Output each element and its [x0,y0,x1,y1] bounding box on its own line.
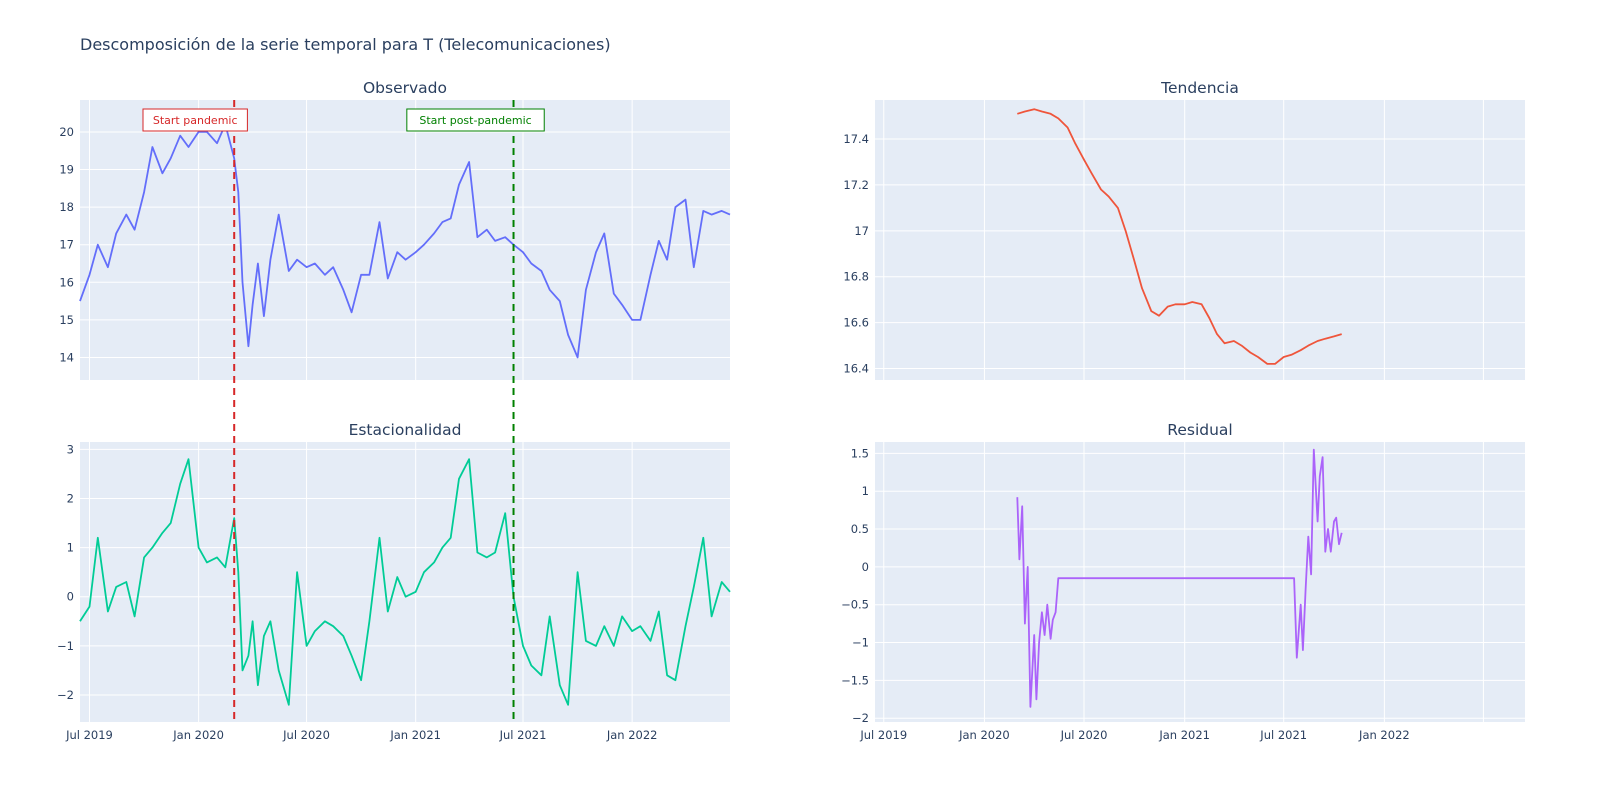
residual-ytick-label: −0.5 [841,598,869,612]
pandemic-annotation-box [142,108,248,132]
seasonal-series-line[interactable] [79,458,731,706]
observed-series-line[interactable] [79,123,731,359]
pandemic-annotation-label: Start pandemic [153,114,238,127]
seasonal-yticks: −2 −1 0 1 2 3 [57,442,74,702]
trend-panel: 16.4 16.6 16.8 17 17.2 17.4 Tendencia [843,79,1525,380]
seasonal-panel: −2 −1 0 1 2 3 Jul 2019 Jan 2020 Jul 2020 Jan 202… [57,421,731,742]
observed-ytick-label: 15 [59,313,74,327]
pandemic-annotation[interactable]: Start pandemic [142,108,248,132]
seasonal-xtick-label: Jul 2020 [282,728,330,742]
seasonal-xtick-label: Jul 2021 [499,728,547,742]
seasonal-ytick-label: 2 [67,491,74,505]
post-pandemic-annotation[interactable]: Start post-pandemic [406,108,545,132]
seasonal-ytick-label: −2 [57,688,74,702]
observed-ytick-label: 17 [59,238,74,252]
seasonal-subtitle: Estacionalidad [349,421,462,439]
residual-xticks: Jul 2019 Jan 2020 Jul 2020 Jan 2021 Jul 2021… [859,728,1409,742]
seasonal-xtick-label: Jan 2021 [389,728,441,742]
residual-yticks: −2 −1.5 −1 −0.5 0 0.5 1 1.5 [841,446,869,725]
trend-ytick-label: 16.6 [843,316,869,330]
seasonal-xtick-label: Jul 2019 [65,728,113,742]
trend-ytick-label: 16.8 [843,270,869,284]
post-pandemic-annotation-label: Start post-pandemic [419,114,531,127]
seasonal-plot-area[interactable] [80,442,730,722]
residual-xtick-label: Jan 2020 [958,728,1010,742]
observed-ytick-label: 14 [59,350,74,364]
trend-series-line[interactable] [1017,108,1342,365]
observed-ytick-label: 16 [59,275,74,289]
residual-gridlines [875,442,1525,722]
residual-panel: −2−1.5−1−0.500.511.5 Jul 2019 Jan 2020 Jul… [841,421,1525,742]
residual-subtitle: Residual [1167,421,1232,439]
residual-ytick-label: −1 [852,636,869,650]
observed-ytick-label: 19 [59,163,74,177]
seasonal-ytick-label: 1 [67,541,74,555]
observed-ytick-label: 18 [59,200,74,214]
residual-xtick-label: Jul 2019 [859,728,907,742]
trend-ytick-label: 17.2 [843,178,869,192]
observed-panel: 14 15 16 17 18 19 20 Observado [59,79,731,380]
residual-xtick-label: Jul 2021 [1259,728,1307,742]
residual-ytick-label: −2 [852,711,869,725]
observed-gridlines [80,100,730,380]
trend-plot-area[interactable] [875,100,1525,380]
seasonal-ytick-label: 3 [67,442,74,456]
seasonal-xtick-label: Jan 2020 [172,728,224,742]
residual-ytick-label: −1.5 [841,673,869,687]
trend-ytick-label: 17 [854,224,869,238]
trend-yticks: 16.4 16.6 16.8 17 17.2 17.4 [843,132,869,376]
residual-xtick-label: Jul 2020 [1060,728,1108,742]
trend-ytick-label: 16.4 [843,362,869,376]
residual-series-line[interactable] [1016,448,1343,708]
observed-yticks: 14 15 16 17 18 19 20 [59,125,74,365]
observed-ytick-label: 20 [59,125,74,139]
residual-ytick-label: 1 [862,484,869,498]
post-pandemic-annotation-box [406,108,545,132]
seasonal-xtick-label: Jan 2022 [606,728,658,742]
seasonal-xticks: Jul 2019 Jan 2020 Jul 2020 Jan 2021 Jul 2021… [65,728,657,742]
trend-subtitle: Tendencia [1160,79,1239,97]
trend-ytick-label: 17.4 [843,132,869,146]
trend-gridlines [875,100,1525,380]
residual-plot-area[interactable] [875,442,1525,722]
seasonal-gridlines [80,442,730,722]
residual-ytick-label: 0.5 [851,522,869,536]
residual-xtick-label: Jan 2022 [1358,728,1410,742]
seasonal-ytick-label: −1 [57,639,74,653]
seasonal-ytick-label: 0 [67,590,74,604]
residual-ytick-label: 0 [862,560,869,574]
residual-xtick-label: Jan 2021 [1158,728,1210,742]
residual-ytick-label: 1.5 [851,446,869,460]
figure-title: Descomposición de la serie temporal para… [80,35,611,54]
observed-subtitle: Observado [363,79,447,97]
